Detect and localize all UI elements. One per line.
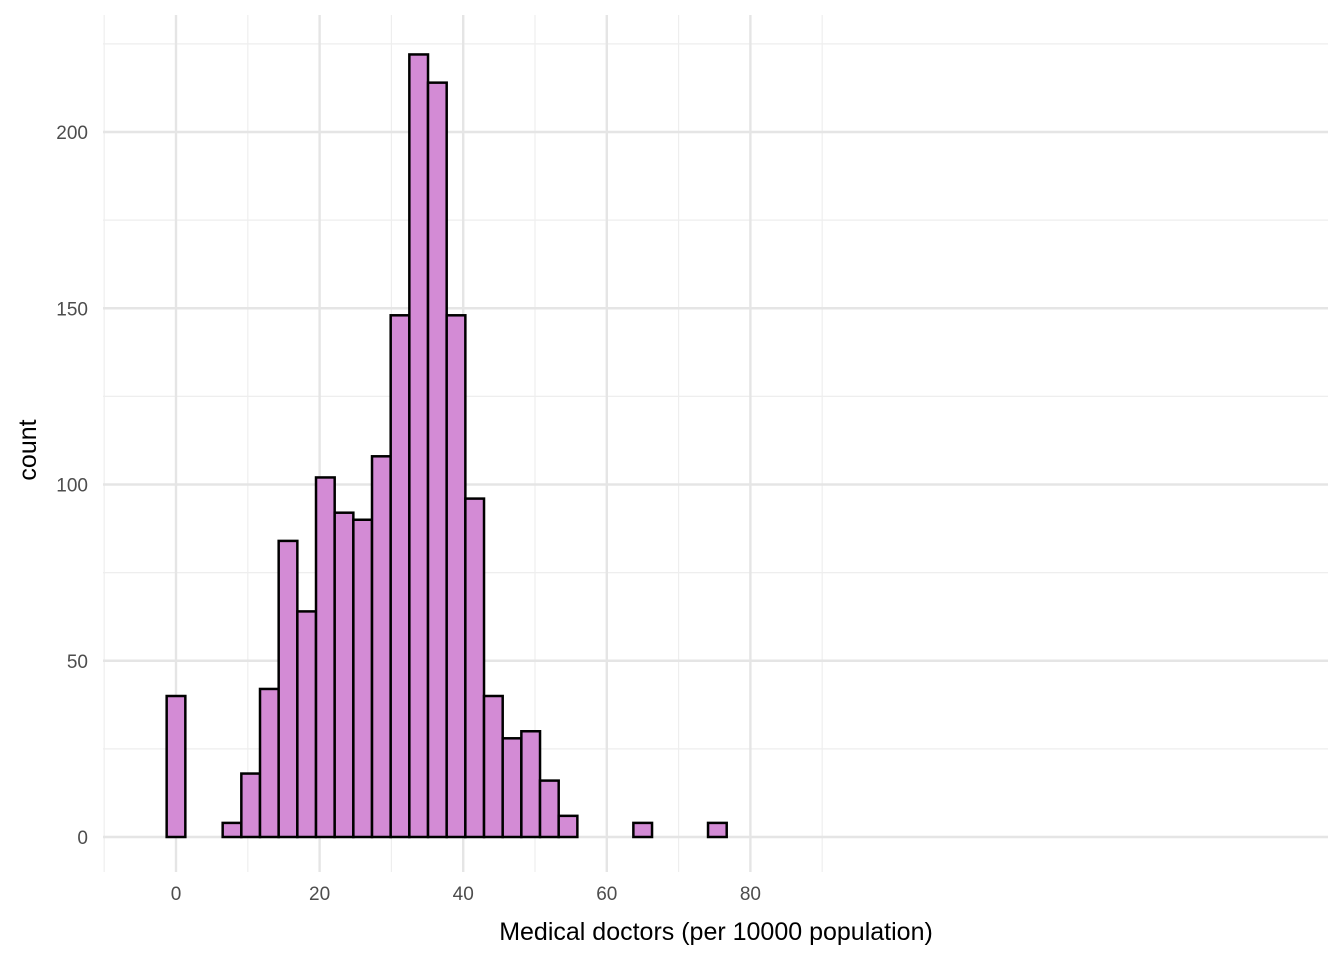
x-axis-tick-labels: 0 20 40 60 80 (171, 884, 761, 905)
x-tick-label: 40 (453, 884, 474, 905)
histogram-bars (165, 53, 728, 839)
histogram-bar (352, 518, 374, 839)
y-axis-title: count (14, 419, 42, 480)
histogram-bar (408, 53, 430, 839)
histogram-bar (482, 694, 504, 839)
x-tick-label: 20 (309, 884, 330, 905)
y-tick-label: 150 (56, 299, 88, 320)
histogram-bar (632, 821, 654, 839)
histogram-bar (557, 814, 579, 839)
histogram-bar (538, 779, 560, 839)
histogram-bar (258, 687, 280, 839)
histogram-bar (333, 511, 355, 839)
y-tick-label: 100 (56, 476, 88, 497)
histogram-bar (706, 821, 728, 839)
histogram-bar (221, 821, 243, 839)
histogram-bar (520, 730, 542, 839)
x-axis-title: Medical doctors (per 10000 population) (499, 918, 933, 946)
histogram-bar (389, 314, 411, 839)
x-tick-label: 60 (596, 884, 617, 905)
y-tick-label: 200 (56, 123, 88, 144)
y-axis-tick-labels: 0 50 100 150 200 (56, 123, 88, 849)
y-tick-label: 50 (67, 652, 88, 673)
x-tick-label: 80 (740, 884, 761, 905)
histogram-bar (165, 694, 187, 839)
histogram-bar (464, 497, 486, 839)
histogram-bar (426, 81, 448, 839)
histogram-bar (445, 314, 467, 839)
x-tick-label: 0 (171, 884, 182, 905)
histogram-bar (296, 610, 318, 839)
histogram-bar (370, 455, 392, 839)
histogram-bar (501, 737, 523, 839)
y-tick-label: 0 (77, 828, 88, 849)
histogram-bar (240, 772, 262, 839)
histogram-bar (314, 476, 336, 839)
histogram-bar (277, 539, 299, 839)
